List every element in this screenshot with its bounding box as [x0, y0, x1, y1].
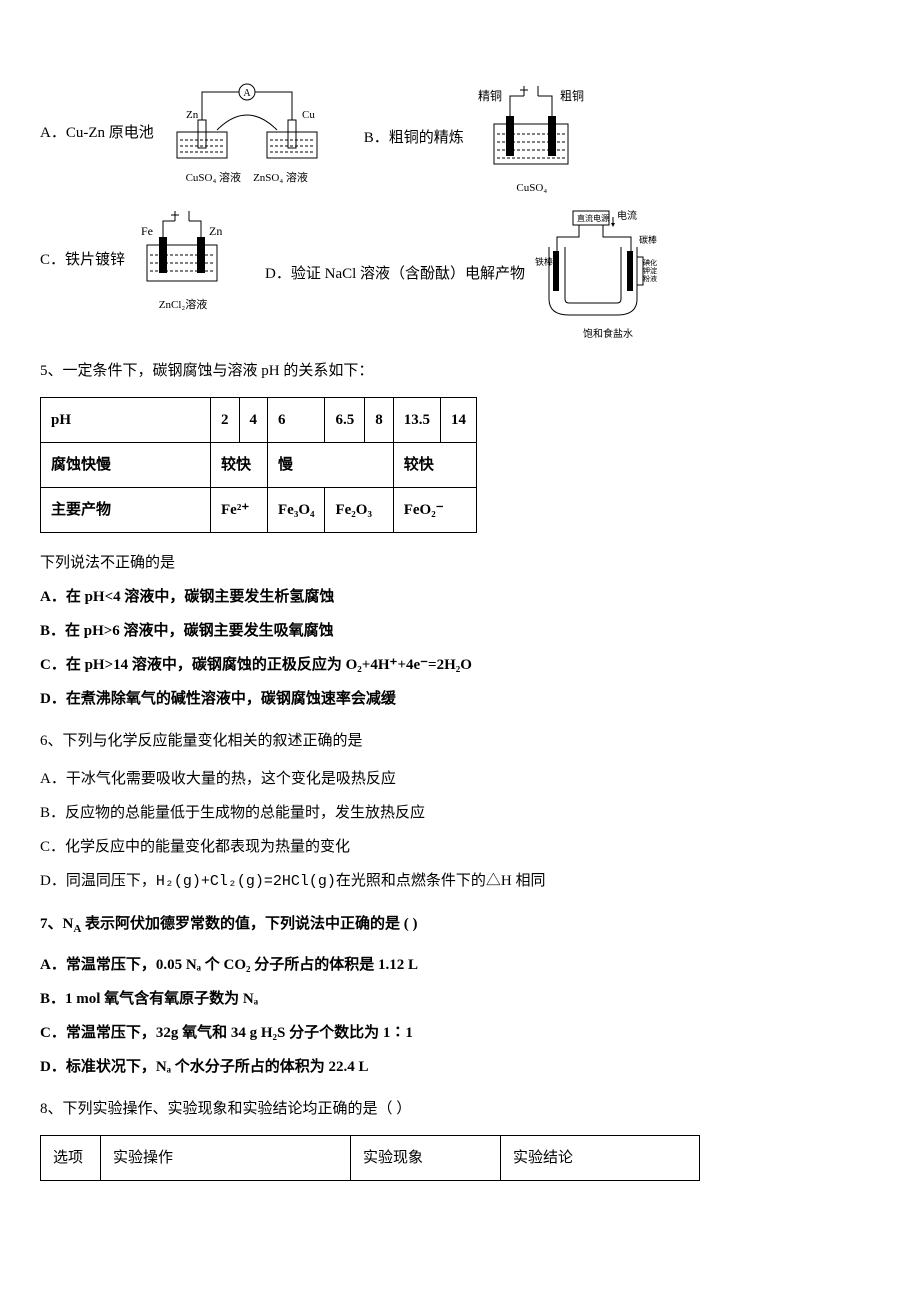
q4-c-text: 铁片镀锌 — [65, 248, 125, 272]
cu-label: Cu — [302, 109, 315, 121]
q4-option-d: D． 验证 NaCl 溶液（含酚酞）电解产物 直流电源 电流 铁棒 — [265, 207, 691, 341]
q4-option-b: B． 粗铜的精炼 精铜 粗铜 — [364, 80, 600, 195]
svg-text:电流: 电流 — [617, 209, 637, 222]
q7-stem: 7、NA 表示阿伏加德罗常数的值，下列说法中正确的是 ( ) — [40, 912, 880, 939]
q6-b: B．反应物的总能量低于生成物的总能量时，发生放热反应 — [40, 801, 880, 825]
q6-stem: 6、下列与化学反应能量变化相关的叙述正确的是 — [40, 729, 880, 753]
q4-d-label: D． — [265, 262, 291, 286]
refined-cu-label: 精铜 — [478, 88, 502, 103]
q4-options-row-ab: A． Cu‐Zn 原电池 A Zn Cu — [40, 80, 880, 195]
svg-text:粉液: 粉液 — [643, 274, 657, 283]
q8-stem: 8、下列实验操作、实验现象和实验结论均正确的是（ ） — [40, 1097, 880, 1121]
q4-d-salt: 饱和食盐水 — [583, 329, 633, 341]
q4-option-a: A． Cu‐Zn 原电池 A Zn Cu — [40, 80, 340, 185]
ph-val: 4 — [239, 398, 268, 443]
product-val: Fe₂O₃ — [325, 488, 393, 533]
ph-val: 6 — [268, 398, 325, 443]
q4-a-diagram: A Zn Cu — [162, 80, 332, 185]
q6-d-formula: H₂(g)+Cl₂(g)=2HCl(g) — [156, 873, 336, 890]
electrolysis-refining-icon: 精铜 粗铜 — [472, 80, 592, 180]
q7-d: D．标准状况下，Nₐ 个水分子所占的体积为 22.4 L — [40, 1055, 880, 1079]
svg-text:Fe: Fe — [141, 224, 153, 238]
q4-a-left-sol: CuSO₄ 溶液 — [186, 172, 241, 185]
ph-val: 13.5 — [393, 398, 440, 443]
u-tube-electrolysis-icon: 直流电源 电流 铁棒 碳棒 碘化 钾淀 粉液 — [533, 207, 683, 327]
electroplating-icon: Fe Zn — [133, 207, 233, 297]
speed-val: 较快 — [211, 443, 268, 488]
table-row: 腐蚀快慢 较快 慢 较快 — [41, 443, 477, 488]
q4-b-diagram: 精铜 粗铜 CuSO₄ — [472, 80, 592, 195]
table-row: 主要产物 Fe²⁺ Fe₃O₄ Fe₂O₃ FeO₂⁻ — [41, 488, 477, 533]
q8-col3: 实验现象 — [351, 1135, 501, 1180]
svg-text:钾淀: 钾淀 — [643, 266, 657, 275]
q5-d: D．在煮沸除氧气的碱性溶液中，碳钢腐蚀速率会减缓 — [40, 687, 880, 711]
q4-options-row-cd: C． 铁片镀锌 Fe Zn — [40, 207, 880, 341]
q4-a-right-sol: ZnSO₄ 溶液 — [253, 172, 308, 185]
svg-text:Zn: Zn — [209, 224, 222, 238]
ph-val: 6.5 — [325, 398, 365, 443]
speed-header: 腐蚀快慢 — [41, 443, 211, 488]
q8-col4: 实验结论 — [501, 1135, 700, 1180]
svg-text:铁棒: 铁棒 — [535, 256, 553, 267]
q5-c: C．在 pH>14 溶液中，碳钢腐蚀的正极反应为 O₂+4H⁺+4e⁻=2H₂O — [40, 653, 880, 677]
q4-d-text: 验证 NaCl 溶液（含酚酞）电解产物 — [291, 262, 525, 286]
zn-label: Zn — [186, 109, 199, 121]
table-row: 选项 实验操作 实验现象 实验结论 — [41, 1135, 700, 1180]
speed-val: 慢 — [268, 443, 394, 488]
svg-text:A: A — [243, 88, 251, 99]
q7-stem-prefix: 7、N — [40, 916, 73, 932]
svg-text:碘化: 碘化 — [643, 258, 657, 267]
q7-b: B．1 mol 氧气含有氧原子数为 Nₐ — [40, 987, 880, 1011]
speed-val: 较快 — [393, 443, 476, 488]
q5-a: A．在 pH<4 溶液中，碳钢主要发生析氢腐蚀 — [40, 585, 880, 609]
q6-d: D．同温同压下，H₂(g)+Cl₂(g)=2HCl(g)在光照和点燃条件下的△H… — [40, 869, 880, 894]
q6-d-suffix: 在光照和点燃条件下的△H 相同 — [336, 873, 546, 889]
q4-c-label: C． — [40, 248, 65, 272]
q4-b-sol: CuSO₄ — [516, 182, 547, 195]
q5-substem: 下列说法不正确的是 — [40, 551, 880, 575]
q8-col2: 实验操作 — [101, 1135, 351, 1180]
q4-b-text: 粗铜的精炼 — [389, 126, 464, 150]
q4-d-diagram: 直流电源 电流 铁棒 碳棒 碘化 钾淀 粉液 — [533, 207, 683, 341]
product-val: Fe₃O₄ — [268, 488, 325, 533]
q6-d-prefix: D．同温同压下， — [40, 873, 156, 889]
q5-stem: 5、一定条件下，碳钢腐蚀与溶液 pH 的关系如下： — [40, 359, 880, 383]
galvanic-cell-icon: A Zn Cu — [162, 80, 332, 170]
ph-val: 2 — [211, 398, 240, 443]
q4-a-text: Cu‐Zn 原电池 — [66, 121, 154, 145]
table-row: pH 2 4 6 6.5 8 13.5 14 — [41, 398, 477, 443]
svg-text:碳棒: 碳棒 — [639, 234, 657, 245]
product-val: Fe²⁺ — [211, 488, 268, 533]
q7-a: A．常温常压下，0.05 Nₐ 个 CO₂ 分子所占的体积是 1.12 L — [40, 953, 880, 977]
ph-val: 8 — [365, 398, 394, 443]
q6-c: C．化学反应中的能量变化都表现为热量的变化 — [40, 835, 880, 859]
q4-a-label: A． — [40, 121, 66, 145]
q5-table: pH 2 4 6 6.5 8 13.5 14 腐蚀快慢 较快 慢 较快 主要产物… — [40, 397, 477, 533]
q4-option-c: C． 铁片镀锌 Fe Zn — [40, 207, 241, 312]
product-header: 主要产物 — [41, 488, 211, 533]
q7-c: C．常温常压下，32g 氧气和 34 g H₂S 分子个数比为 1∶1 — [40, 1021, 880, 1045]
q6-a: A．干冰气化需要吸收大量的热，这个变化是吸热反应 — [40, 767, 880, 791]
product-val: FeO₂⁻ — [393, 488, 476, 533]
ph-val: 14 — [440, 398, 476, 443]
svg-text:直流电源: 直流电源 — [577, 213, 609, 223]
q4-c-sol: ZnCl₂溶液 — [159, 299, 207, 312]
q8-table: 选项 实验操作 实验现象 实验结论 — [40, 1135, 700, 1181]
q8-col1: 选项 — [41, 1135, 101, 1180]
crude-cu-label: 粗铜 — [560, 88, 584, 103]
q4-c-diagram: Fe Zn ZnCl₂溶液 — [133, 207, 233, 312]
q5-b: B．在 pH>6 溶液中，碳钢主要发生吸氧腐蚀 — [40, 619, 880, 643]
q4-b-label: B． — [364, 126, 389, 150]
q7-stem-rest: 表示阿伏加德罗常数的值，下列说法中正确的是 ( ) — [81, 916, 417, 932]
ph-header: pH — [41, 398, 211, 443]
